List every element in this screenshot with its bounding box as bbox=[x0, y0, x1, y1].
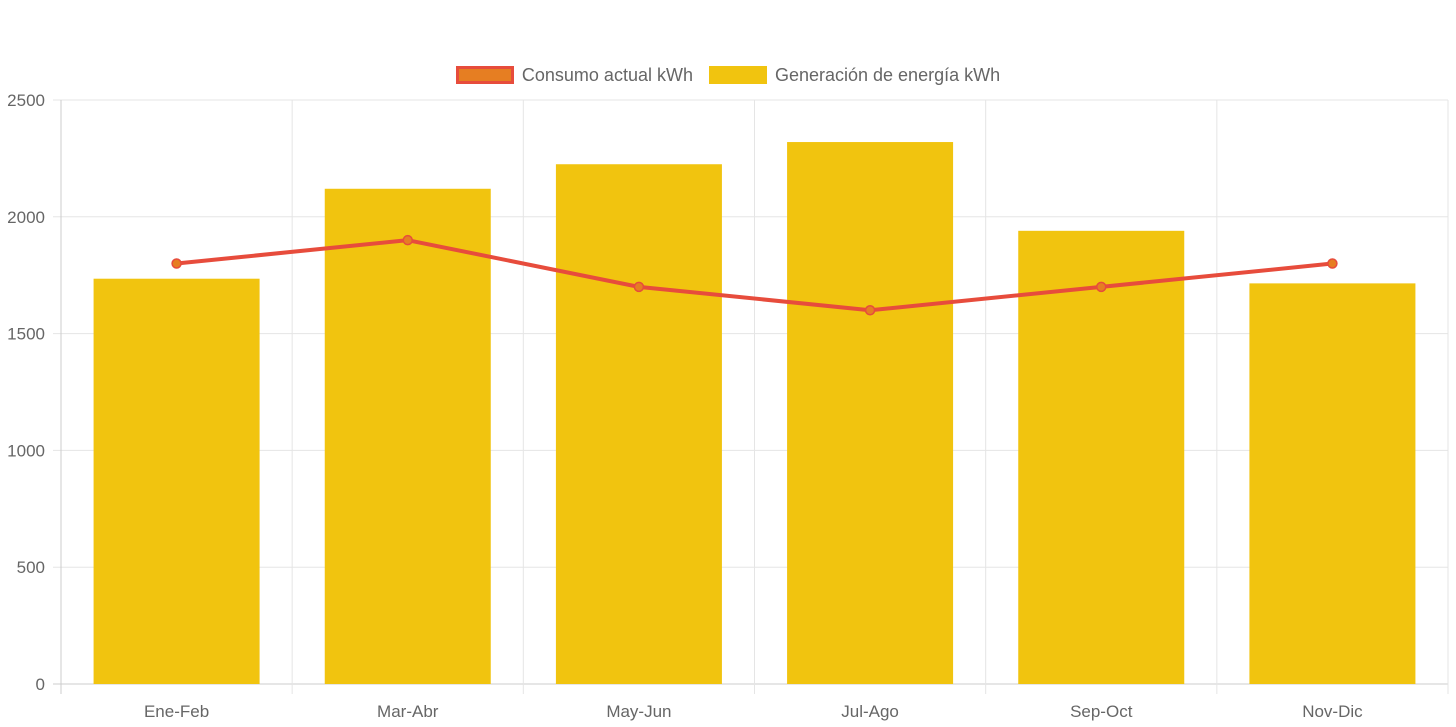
bar-ene-feb bbox=[93, 278, 260, 684]
legend: Consumo actual kWh Generación de energía… bbox=[0, 62, 1456, 88]
point-consumo-mar-abr bbox=[402, 234, 413, 246]
bar-jul-ago bbox=[787, 142, 954, 685]
y-tick-label: 500 bbox=[17, 558, 45, 577]
x-tick-label: Jul-Ago bbox=[841, 702, 899, 721]
legend-item-consumo[interactable]: Consumo actual kWh bbox=[455, 64, 693, 86]
legend-swatch-generacion bbox=[708, 66, 767, 84]
point-consumo-sep-oct bbox=[1096, 281, 1107, 293]
line-consumo bbox=[176, 238, 1333, 313]
y-tick-label: 0 bbox=[36, 675, 45, 694]
bar-may-jun bbox=[555, 164, 722, 685]
point-consumo-ene-feb bbox=[171, 258, 182, 269]
point-consumo-may-jun bbox=[633, 281, 645, 293]
y-tick-label: 2500 bbox=[7, 91, 45, 110]
point-consumo-nov-dic bbox=[1327, 258, 1338, 269]
legend-label-consumo: Consumo actual kWh bbox=[521, 64, 693, 85]
x-tick-label: Nov-Dic bbox=[1302, 702, 1363, 721]
point-consumo-jul-ago bbox=[864, 304, 876, 316]
legend-swatch-consumo bbox=[455, 66, 514, 84]
x-tick-label: Ene-Feb bbox=[144, 702, 209, 721]
legend-item-generacion[interactable]: Generación de energía kWh bbox=[708, 64, 1001, 86]
x-tick-label: May-Jun bbox=[606, 702, 671, 721]
x-tick-label: Mar-Abr bbox=[377, 702, 439, 721]
y-tick-label: 2000 bbox=[7, 208, 45, 227]
legend-label-generacion: Generación de energía kWh bbox=[774, 64, 1001, 85]
y-tick-label: 1500 bbox=[7, 325, 45, 344]
y-tick-label: 1000 bbox=[7, 441, 45, 460]
bar-sep-oct bbox=[1018, 230, 1185, 685]
bar-nov-dic bbox=[1249, 283, 1416, 684]
x-tick-label: Sep-Oct bbox=[1070, 702, 1133, 721]
bar-mar-abr bbox=[324, 188, 491, 684]
